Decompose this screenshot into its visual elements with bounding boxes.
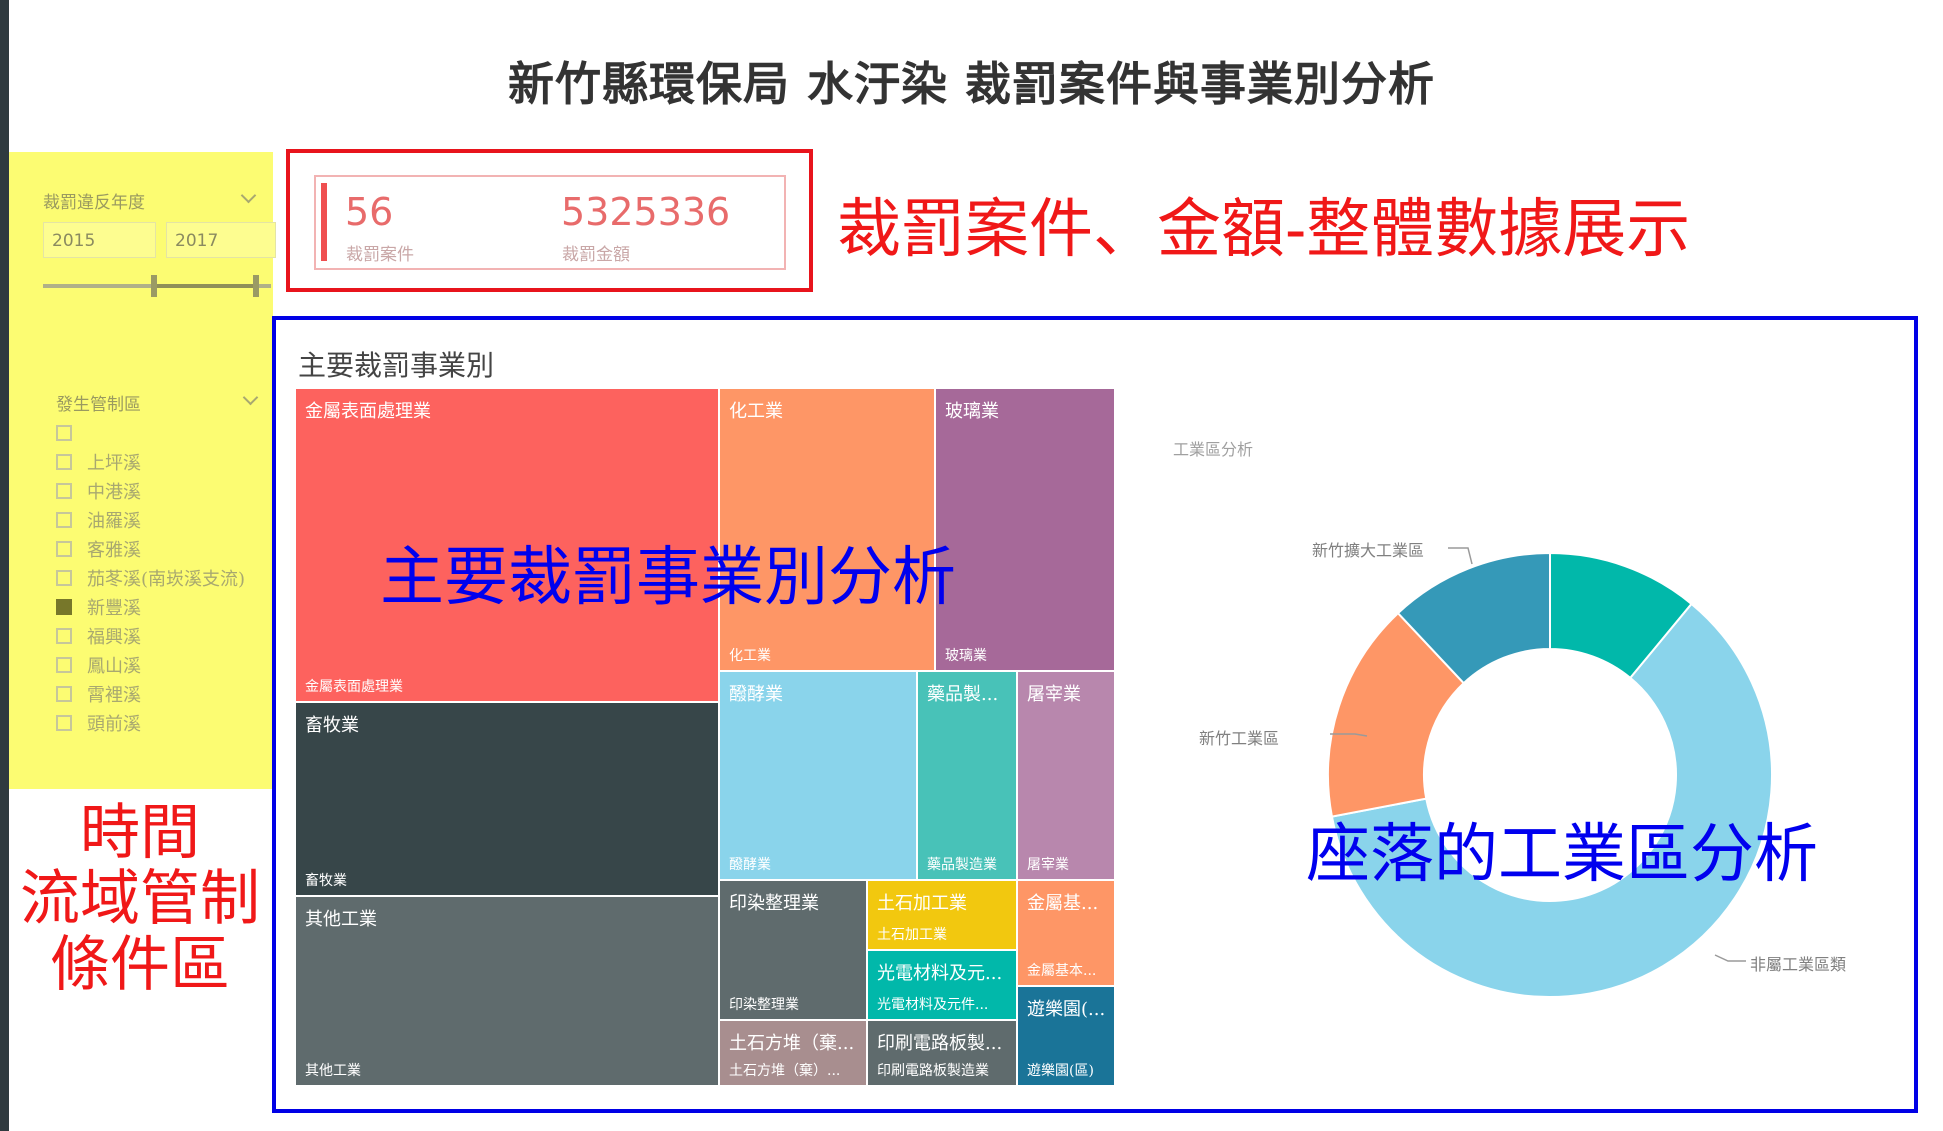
treemap-annotation: 主要裁罰事業別分析	[380, 541, 956, 613]
year-range-slider-handle-end[interactable]	[253, 275, 259, 297]
district-option[interactable]: 油羅溪	[56, 505, 276, 534]
treemap-tile[interactable]: 印刷電路板製... 印刷電路板製造業	[868, 1021, 1018, 1087]
district-option[interactable]: 福興溪	[56, 621, 276, 650]
district-option[interactable]: 中港溪	[56, 476, 276, 505]
year-to-input[interactable]: 2017	[166, 222, 276, 258]
checkbox-icon[interactable]	[56, 482, 72, 499]
filter-pane: 裁罰違反年度 2015 2017 發生管制區 上坪溪 中港溪 油羅溪 客雅溪 茄…	[9, 152, 276, 789]
checkbox-icon[interactable]	[56, 627, 72, 644]
kpi-annotation-frame	[286, 149, 813, 292]
checkbox-icon[interactable]	[56, 685, 72, 702]
kpi-card[interactable]	[314, 175, 786, 270]
kpi-annotation: 裁罰案件、金額-整體數據展示	[837, 193, 1691, 265]
district-option[interactable]	[56, 418, 276, 447]
checkbox-checked-icon[interactable]	[56, 598, 72, 615]
kpi-cases-value: 56	[345, 190, 394, 234]
checkbox-icon[interactable]	[56, 453, 72, 470]
kpi-accent-bar	[321, 183, 327, 261]
year-range-slider-handle-start[interactable]	[151, 275, 157, 297]
checkbox-icon[interactable]	[56, 656, 72, 673]
treemap: 金屬表面處理業 金屬表面處理業 化工業 化工業 玻璃業 玻璃業 畜牧業 畜牧業 醱酵業醱…	[296, 389, 1116, 1087]
year-filter-chevron-down-icon[interactable]	[240, 187, 257, 204]
district-filter-chevron-down-icon[interactable]	[242, 389, 259, 406]
donut-chart	[1327, 551, 1773, 998]
donut-segment[interactable]	[1330, 602, 1773, 998]
district-option[interactable]: 客雅溪	[56, 534, 276, 563]
treemap-tile[interactable]: 光電材料及元... 光電材料及元件...	[868, 951, 1018, 1021]
treemap-tile[interactable]: 金屬表面處理業 金屬表面處理業	[296, 389, 720, 703]
treemap-title: 主要裁罰事業別	[298, 349, 495, 382]
district-filter-label: 發生管制區	[56, 395, 141, 415]
checkbox-icon[interactable]	[56, 511, 72, 528]
kpi-amount-value: 5325336	[561, 190, 731, 234]
district-option[interactable]: 茄苳溪(南崁溪支流)	[56, 563, 276, 592]
donut-annotation: 座落的工業區分析	[1306, 818, 1818, 890]
donut-title: 工業區分析	[1173, 440, 1254, 459]
donut-leader-lines	[1330, 547, 1746, 962]
year-from-input[interactable]: 2015	[43, 222, 156, 258]
district-option[interactable]: 頭前溪	[56, 708, 276, 737]
checkbox-icon[interactable]	[56, 540, 72, 557]
year-filter-label: 裁罰違反年度	[43, 193, 145, 213]
district-option[interactable]: 鳳山溪	[56, 650, 276, 679]
analysis-annotation-frame	[272, 316, 1918, 1113]
treemap-tile[interactable]: 土石加工業 土石加工業	[868, 881, 1018, 951]
donut-segment[interactable]	[1396, 551, 1551, 685]
year-range-slider-fill	[154, 284, 257, 288]
treemap-tile[interactable]: 化工業 化工業	[720, 389, 936, 672]
conditions-annotation: 時間 流域管制 條件區	[20, 799, 260, 998]
treemap-tile[interactable]: 玻璃業 玻璃業	[936, 389, 1116, 672]
district-option[interactable]: 新豐溪	[56, 592, 276, 621]
district-option[interactable]: 霄裡溪	[56, 679, 276, 708]
kpi-cases-label: 裁罰案件	[346, 245, 414, 265]
treemap-tile[interactable]: 遊樂園(... 遊樂園(區)	[1018, 987, 1116, 1087]
district-option[interactable]: 上坪溪	[56, 447, 276, 476]
kpi-amount-label: 裁罰金額	[562, 245, 630, 265]
treemap-tile[interactable]: 土石方堆（棄... 土石方堆（棄）...	[720, 1021, 868, 1087]
page-title: 新竹縣環保局 水汙染 裁罰案件與事業別分析	[507, 57, 1436, 111]
district-checkbox-list: 上坪溪 中港溪 油羅溪 客雅溪 茄苳溪(南崁溪支流) 新豐溪 福興溪 鳳山溪 霄…	[56, 418, 276, 737]
donut-label-hsinchu-industrial: 新竹工業區	[1199, 729, 1280, 748]
checkbox-icon[interactable]	[56, 714, 72, 731]
checkbox-icon[interactable]	[56, 569, 72, 586]
treemap-tile[interactable]: 畜牧業 畜牧業	[296, 703, 720, 897]
treemap-tile[interactable]: 屠宰業 屠宰業	[1018, 672, 1116, 881]
donut-label-non-industrial: 非屬工業區類	[1750, 955, 1847, 974]
treemap-tile[interactable]: 金屬基... 金屬基本...	[1018, 881, 1116, 987]
window-left-edge	[0, 0, 9, 1131]
treemap-tile[interactable]: 印染整理業 印染整理業	[720, 881, 868, 1021]
checkbox-icon[interactable]	[56, 424, 72, 441]
treemap-tile[interactable]: 醱酵業 醱酵業	[720, 672, 918, 881]
donut-label-hsinchu-extended-industrial: 新竹擴大工業區	[1312, 541, 1425, 560]
treemap-tile[interactable]: 其他工業 其他工業	[296, 897, 720, 1087]
treemap-tile[interactable]: 藥品製... 藥品製造業	[918, 672, 1018, 881]
